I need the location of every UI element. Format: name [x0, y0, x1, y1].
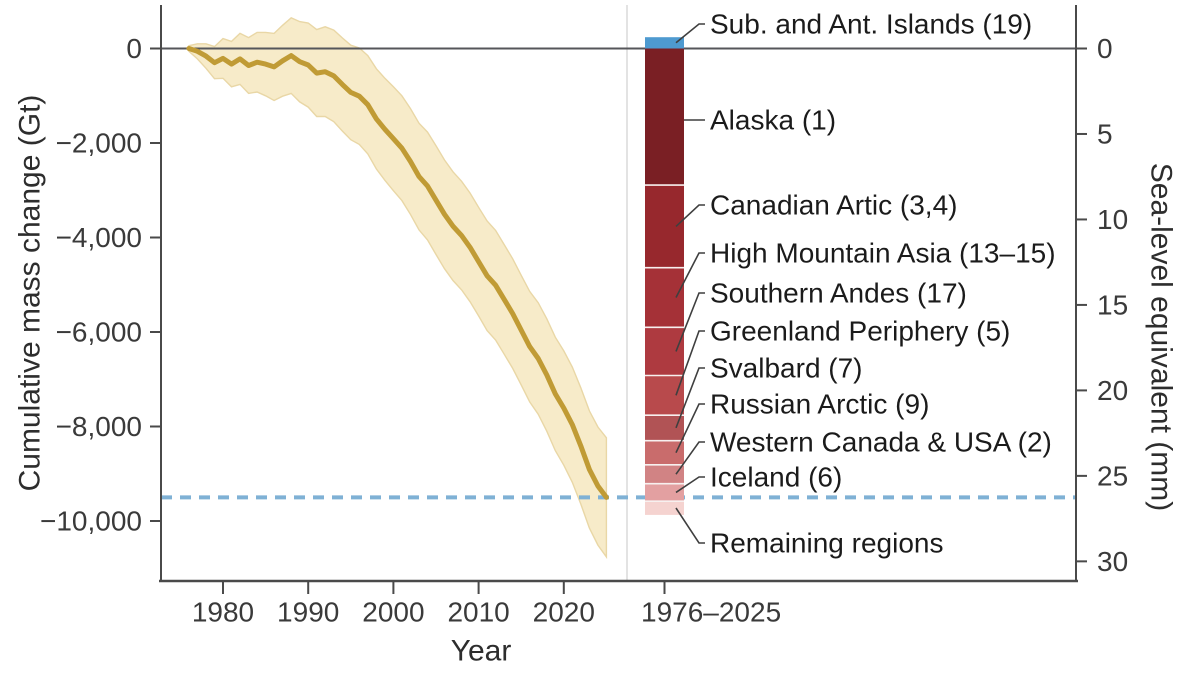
right-tick-label: 10 [1097, 204, 1128, 235]
leader-line [675, 292, 705, 352]
mass-change-line [186, 46, 609, 500]
bar-segment [645, 48, 684, 186]
right-tick-label: 0 [1097, 33, 1113, 64]
bar-segment [645, 37, 684, 49]
bar-panel-tick-label: 1976–2025 [641, 597, 781, 628]
leader-line [675, 23, 705, 44]
leader-lines-layer [675, 23, 705, 544]
region-label: Russian Arctic (9) [710, 389, 929, 420]
mass-change-line-layer [186, 46, 609, 500]
region-label: Western Canada & USA (2) [710, 427, 1052, 458]
bar-segment [645, 464, 684, 484]
region-label: Iceland (6) [710, 462, 842, 493]
reference-lines-layer [161, 47, 1076, 500]
left-tick-label: −4,000 [56, 222, 142, 253]
uncertainty-band-layer [188, 16, 608, 560]
uncertainty-band [188, 16, 608, 560]
bottom-tick-label: 1980 [192, 597, 254, 628]
leader-line [675, 441, 705, 475]
leader-line [675, 476, 705, 494]
right-tick-label: 25 [1097, 460, 1128, 491]
region-label: Southern Andes (17) [710, 278, 967, 309]
bar-segment [645, 267, 684, 328]
region-label: High Mountain Asia (13–15) [710, 238, 1056, 269]
right-tick-label: 30 [1097, 546, 1128, 577]
region-label: Alaska (1) [710, 105, 836, 136]
region-label: Remaining regions [710, 528, 943, 559]
bar-segment [645, 415, 684, 441]
region-label: Greenland Periphery (5) [710, 316, 1010, 347]
right-tick-label: 5 [1097, 118, 1113, 149]
y2-axis-title: Sea-level equivalent (mm) [1145, 163, 1178, 511]
axes-layer: 0 −2,000 −4,000 −6,000 −8,000 −10,000 0 5 10 15 20… [40, 5, 1128, 628]
bar-segment [645, 440, 684, 465]
y-axis-title: Cumulative mass change (Gt) [14, 95, 47, 492]
bottom-tick-label: 2000 [362, 597, 424, 628]
bottom-tick-label: 2020 [533, 597, 595, 628]
region-label: Sub. and Ant. Islands (19) [710, 9, 1032, 40]
bottom-tick-label: 2010 [447, 597, 509, 628]
bottom-tick-label: 1990 [277, 597, 339, 628]
bar-segment [645, 185, 684, 268]
leader-line [675, 367, 705, 429]
bar-segment [645, 375, 684, 416]
leader-line [675, 507, 705, 544]
right-tick-label: 15 [1097, 289, 1128, 320]
stacked-bar-layer [645, 37, 684, 515]
bar-segment [645, 483, 684, 502]
left-tick-label: −10,000 [40, 506, 142, 537]
leader-line [675, 252, 705, 298]
left-tick-label: −6,000 [56, 317, 142, 348]
bar-segment [645, 327, 684, 376]
leader-line [675, 403, 705, 454]
left-tick-label: −2,000 [56, 128, 142, 159]
region-labels-layer: Sub. and Ant. Islands (19) Alaska (1) Cana… [710, 9, 1056, 559]
right-tick-label: 20 [1097, 375, 1128, 406]
left-tick-label: 0 [126, 33, 142, 64]
leader-line [675, 330, 705, 396]
bar-segment [645, 501, 684, 515]
left-tick-label: −8,000 [56, 411, 142, 442]
leader-line [675, 204, 705, 227]
region-label: Canadian Artic (3,4) [710, 190, 957, 221]
x-axis-title: Year [451, 635, 512, 668]
region-label: Svalbard (7) [710, 353, 863, 384]
